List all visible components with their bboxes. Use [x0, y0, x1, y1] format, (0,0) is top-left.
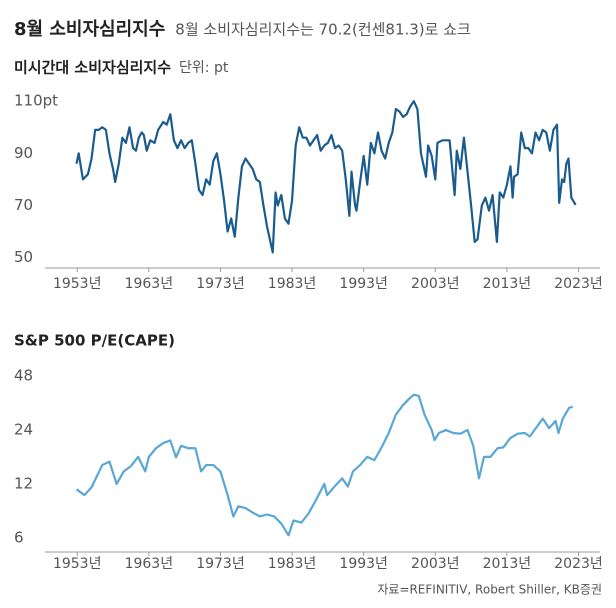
- x-tick-label: 2003년: [411, 556, 460, 572]
- x-tick-label: 1983년: [268, 276, 317, 292]
- x-tick-label: 1953년: [53, 276, 102, 292]
- page-title: 8월 소비자심리지수: [14, 19, 165, 40]
- y-tick-label: 70: [14, 196, 33, 214]
- x-tick-label: 1973년: [196, 556, 245, 572]
- data-line: [75, 393, 574, 537]
- x-tick-label: 1993년: [339, 556, 388, 572]
- y-tick-label: 24: [14, 421, 33, 439]
- x-tick-label: 1953년: [53, 556, 102, 572]
- x-tick-label: 2023년: [554, 556, 603, 572]
- unit-label: 단위: pt: [179, 60, 229, 76]
- x-tick-label: 2023년: [554, 276, 603, 292]
- chart-title: S&P 500 P/E(CAPE): [14, 332, 175, 350]
- x-tick-label: 2013년: [483, 276, 532, 292]
- chart-title: 미시간대 소비자심리지수: [14, 59, 171, 77]
- x-tick-label: 1993년: [339, 276, 388, 292]
- x-tick-label: 1973년: [196, 276, 245, 292]
- page-subtitle: 8월 소비자심리지수는 70.2(컨센81.3)로 쇼크: [175, 21, 471, 39]
- source: 자료=REFINITIV, Robert Shiller, KB증권: [377, 583, 602, 597]
- y-tick-label: 50: [14, 248, 33, 266]
- y-tick-label: 48: [14, 367, 33, 385]
- y-tick-label: 6: [14, 528, 24, 546]
- y-tick-label: 90: [14, 144, 33, 162]
- x-tick-label: 1983년: [268, 556, 317, 572]
- y-tick-label: 12: [14, 474, 33, 492]
- x-tick-label: 2013년: [483, 556, 532, 572]
- data-line: [75, 100, 577, 254]
- x-tick-label: 2003년: [411, 276, 460, 292]
- y-tick-label: 110pt: [14, 92, 58, 110]
- x-tick-label: 1963년: [125, 276, 174, 292]
- x-tick-label: 1963년: [125, 556, 174, 572]
